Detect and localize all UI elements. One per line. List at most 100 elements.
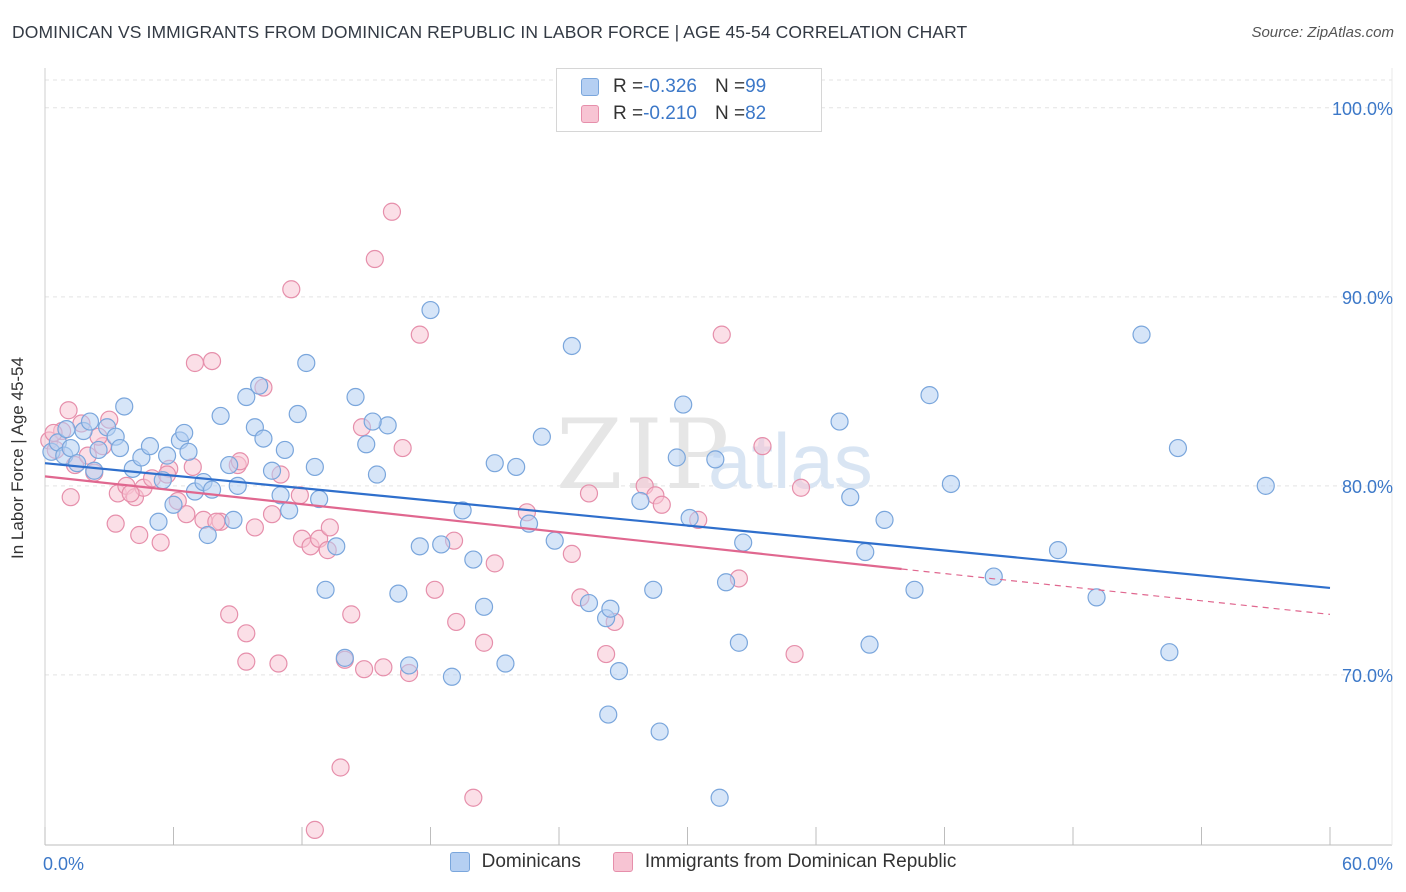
immigrants-point	[121, 484, 140, 503]
bottom-legend-label: Immigrants from Dominican Republic	[644, 851, 957, 872]
immigrants-point	[410, 325, 429, 344]
bottom-legend-dominicans: Dominicans	[449, 851, 581, 873]
immigrants-point	[269, 654, 288, 673]
dominicans-point	[710, 788, 729, 807]
immigrants-point	[177, 505, 196, 524]
dominicans-point	[410, 537, 429, 556]
dominicans-point	[680, 508, 699, 528]
y-tick-label: 80.0%	[1342, 477, 1393, 497]
immigrants-point	[597, 644, 616, 664]
dominicans-point	[496, 654, 515, 673]
legend-row-dominicans: R = -0.326 N = 99	[581, 75, 766, 99]
dominicans-point	[1256, 476, 1275, 495]
dominicans-point	[346, 387, 365, 407]
dominicans-point	[250, 376, 269, 395]
dominicans-point	[57, 420, 76, 439]
dominicans-point	[631, 491, 650, 511]
series-dominicans-points	[42, 300, 1275, 807]
immigrants-point	[185, 353, 205, 373]
dominicans-point	[734, 533, 753, 552]
legend-n-label: N =	[714, 103, 746, 124]
dominicans-point	[237, 387, 256, 407]
dominicans-point	[941, 474, 961, 494]
dominicans-point	[157, 446, 177, 465]
dominicans-point	[297, 353, 316, 373]
chart-title: DOMINICAN VS IMMIGRANTS FROM DOMINICAN R…	[12, 22, 968, 42]
dominicans-point	[485, 454, 504, 473]
immigrants-point	[474, 633, 494, 652]
dominicans-point	[1048, 541, 1068, 560]
dominicans-point	[164, 495, 183, 514]
immigrants-point	[130, 525, 149, 545]
dominicans-point	[729, 633, 749, 652]
dominicans-point	[288, 404, 307, 424]
bottom-legend-swatch-pink	[612, 852, 633, 872]
dominicans-point	[984, 567, 1003, 586]
dominicans-point	[474, 597, 494, 616]
dominicans-point	[716, 573, 736, 592]
immigrants-point	[262, 505, 282, 524]
dominicans-point	[421, 300, 440, 320]
immigrants-point	[151, 533, 170, 552]
dominicans-point	[905, 580, 924, 599]
legend-swatch-pink	[581, 105, 599, 123]
dominicans-point	[254, 429, 273, 448]
source-label: Source: ZipAtlas.com	[1251, 24, 1394, 41]
bottom-legend-label: Dominicans	[481, 851, 581, 872]
dominicans-point	[262, 461, 282, 480]
dominicans-point	[1168, 438, 1188, 458]
dominicans-point	[432, 535, 451, 554]
immigrants-point	[282, 280, 301, 299]
dominicans-point	[920, 386, 939, 405]
dominicans-point	[327, 537, 346, 556]
dominicans-point	[89, 440, 108, 460]
dominicans-point	[579, 593, 599, 613]
dominicans-point	[875, 510, 894, 529]
immigrants-point	[305, 820, 324, 839]
dominicans-point	[198, 525, 217, 545]
dominicans-point	[363, 412, 382, 431]
bottom-legend: Dominicans Immigrants from Dominican Rep…	[0, 851, 1406, 873]
y-axis-label: In Labor Force | Age 45-54	[8, 357, 27, 559]
tick-labels: 70.0% 80.0% 90.0% 100.0% 0.0% 60.0%	[43, 99, 1393, 874]
dominicans-point	[399, 656, 419, 675]
immigrants-point	[393, 438, 412, 458]
immigrants-point	[220, 605, 239, 624]
dominicans-point	[841, 488, 860, 507]
x-tick-label: 60.0%	[1342, 854, 1393, 874]
dominicans-point	[856, 542, 875, 562]
dominicans-point	[532, 427, 551, 446]
legend-r-label: R =	[613, 76, 644, 97]
y-tick-label: 100.0%	[1332, 99, 1393, 119]
immigrants-point	[464, 788, 483, 807]
dominicans-point	[650, 722, 669, 741]
immigrants-point	[785, 644, 804, 664]
dominicans-point	[507, 457, 526, 477]
dominicans-point	[175, 423, 194, 443]
immigrants-point	[579, 484, 599, 503]
dominicans-point	[149, 512, 168, 531]
immigrants-point	[342, 605, 361, 624]
dominicans-point	[706, 450, 725, 469]
bottom-legend-swatch-blue	[449, 852, 470, 872]
dominicans-point	[442, 667, 462, 686]
legend-n-value: 82	[745, 103, 767, 124]
immigrants-point	[652, 495, 671, 514]
dominicans-point	[545, 531, 564, 550]
dominicans-point	[667, 448, 686, 467]
immigrants-point	[382, 202, 402, 221]
dominicans-point	[599, 705, 618, 724]
dominicans-point	[830, 412, 849, 431]
y-tick-label: 70.0%	[1342, 666, 1393, 686]
dominicans-point	[211, 406, 230, 426]
dominicans-point	[464, 550, 483, 569]
immigrants-point	[320, 518, 339, 537]
dominicans-point	[179, 442, 198, 461]
dominicans-point	[275, 440, 294, 460]
dominicans-point	[305, 457, 324, 477]
x-tick-label: 0.0%	[43, 854, 84, 874]
dominicans-point	[80, 412, 100, 431]
immigrants-point	[237, 652, 256, 671]
immigrants-point	[712, 325, 731, 344]
